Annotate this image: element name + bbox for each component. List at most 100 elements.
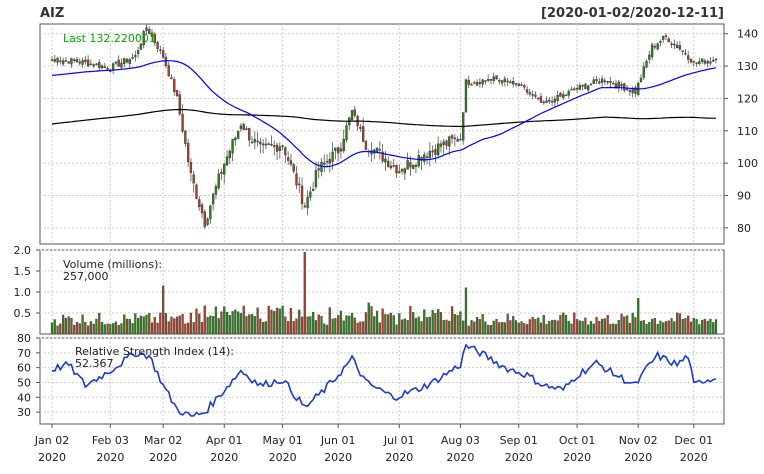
volume-bar xyxy=(189,312,193,335)
volume-bar xyxy=(131,323,134,335)
volume-bar xyxy=(406,320,409,335)
volume-bar xyxy=(542,315,545,335)
candle-body xyxy=(464,79,468,113)
volume-bar xyxy=(350,312,354,335)
candle-body xyxy=(170,77,173,80)
candle-body xyxy=(223,163,226,175)
candle-body xyxy=(562,94,565,98)
volume-bar xyxy=(150,322,154,335)
volume-bar xyxy=(656,324,659,335)
volume-bar xyxy=(564,315,568,335)
candle-body xyxy=(173,79,176,92)
volume-bar xyxy=(167,321,170,335)
volume-bar xyxy=(431,310,434,335)
candle-body xyxy=(539,96,543,103)
candle-body xyxy=(81,60,84,65)
volume-bar xyxy=(239,313,243,335)
volume-bar xyxy=(53,319,56,335)
volume-bar xyxy=(325,324,329,335)
candle-body xyxy=(103,66,106,68)
volume-bar xyxy=(187,322,190,335)
candle-body xyxy=(111,63,115,70)
candle-body xyxy=(281,145,284,148)
volume-bar xyxy=(259,318,262,335)
candle-body xyxy=(234,137,237,141)
candle-body xyxy=(423,154,426,162)
candle-body xyxy=(186,142,190,163)
candle-body xyxy=(239,125,243,130)
volume-bar xyxy=(434,313,437,335)
candle-body xyxy=(437,143,440,156)
candle-body xyxy=(184,130,187,144)
candle-body xyxy=(425,156,429,158)
chart-symbol: AIZ xyxy=(40,6,64,21)
volume-bar xyxy=(181,314,184,335)
volume-bar xyxy=(603,318,606,335)
candle-body xyxy=(128,59,131,64)
volume-bar xyxy=(514,320,518,335)
volume-bar xyxy=(359,321,362,335)
volume-bar xyxy=(148,312,151,335)
candle-body xyxy=(150,32,154,37)
candle-body xyxy=(506,80,509,83)
x-tick-year-label: 2020 xyxy=(149,451,177,464)
candle-body xyxy=(592,79,595,84)
candle-body xyxy=(614,83,618,88)
volume-bar xyxy=(589,321,593,335)
candle-body xyxy=(662,36,665,40)
volume-bar xyxy=(314,320,318,335)
volume-bar xyxy=(442,319,445,335)
candle-body xyxy=(253,139,256,143)
volume-bar xyxy=(489,324,493,335)
candle-body xyxy=(625,88,629,91)
candle-body xyxy=(687,55,690,60)
x-tick-label: Mar 02 xyxy=(144,434,182,447)
candle-body xyxy=(670,43,673,45)
candle-body xyxy=(142,31,145,46)
volume-bar xyxy=(403,318,406,335)
candle-body xyxy=(256,140,259,143)
candle-body xyxy=(417,155,420,167)
volume-bar xyxy=(662,322,665,335)
candle-body xyxy=(345,125,348,141)
price-candles xyxy=(50,24,718,230)
panel-labels: Last 132.220001 Volume (millions):257,000… xyxy=(63,32,234,370)
volume-tick-label: 1.5 xyxy=(14,265,32,278)
rsi-tick-label: 40 xyxy=(17,391,31,404)
candle-body xyxy=(478,82,482,85)
candle-body xyxy=(470,84,473,86)
sma-200-line xyxy=(51,108,717,128)
candle-body xyxy=(659,41,662,43)
volume-bar xyxy=(467,325,470,335)
candle-body xyxy=(525,89,529,93)
volume-bar xyxy=(648,322,651,335)
candle-body xyxy=(264,143,268,146)
x-tick-label: Apr 01 xyxy=(206,434,243,447)
x-tick-label: Jan 02 xyxy=(34,434,69,447)
volume-bar xyxy=(223,306,226,335)
volume-bar xyxy=(439,312,443,335)
volume-bar xyxy=(303,251,306,335)
volume-bar xyxy=(448,320,451,335)
candle-body xyxy=(209,205,212,220)
candle-body xyxy=(289,160,293,165)
volume-bar xyxy=(653,318,656,335)
volume-bar xyxy=(375,310,379,335)
candle-body xyxy=(503,78,507,83)
volume-bar xyxy=(584,317,587,335)
candle-body xyxy=(653,46,657,48)
volume-bar xyxy=(278,308,281,335)
candle-body xyxy=(384,158,387,163)
volume-bar xyxy=(81,314,84,335)
candle-body xyxy=(428,151,432,158)
price-tick-label: 140 xyxy=(737,28,758,41)
volume-bar xyxy=(120,323,123,335)
candle-body xyxy=(537,97,540,100)
volume-bar xyxy=(587,324,590,335)
rsi-title: Relative Strength Index (14): xyxy=(75,345,234,358)
candle-body xyxy=(286,157,290,161)
candle-body xyxy=(542,101,545,103)
volume-bar xyxy=(203,305,206,335)
candle-body xyxy=(492,76,495,81)
candle-body xyxy=(434,149,437,155)
